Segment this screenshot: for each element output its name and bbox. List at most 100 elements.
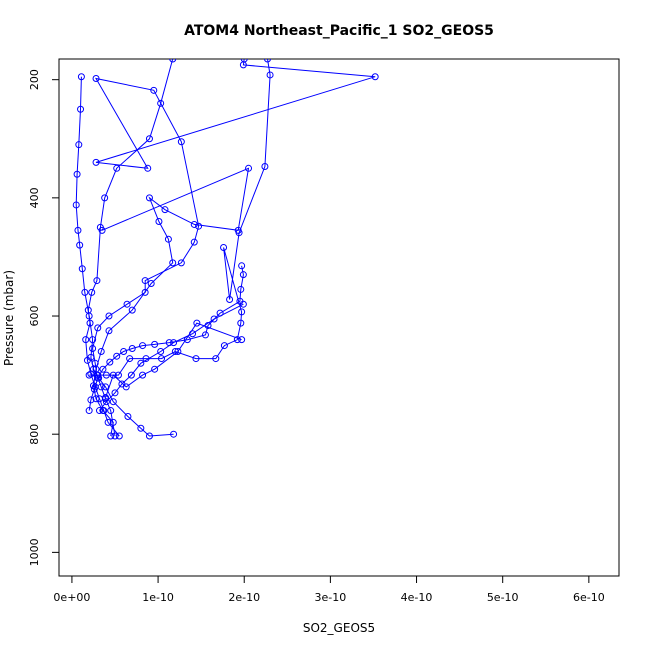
series-line <box>99 303 244 411</box>
series-line <box>85 59 174 437</box>
data-point <box>240 59 248 63</box>
data-point <box>164 235 172 243</box>
data-point <box>161 206 169 214</box>
data-point <box>139 371 147 379</box>
data-point <box>158 355 166 363</box>
x-tick-label: 2e-10 <box>228 591 260 604</box>
data-point <box>109 398 117 406</box>
data-point <box>237 319 245 327</box>
data-point <box>124 412 132 420</box>
series-layer <box>72 59 379 440</box>
data-point <box>89 336 97 344</box>
data-point <box>102 394 110 402</box>
data-point <box>141 277 149 285</box>
x-tick-label: 4e-10 <box>401 591 433 604</box>
data-point <box>76 241 84 249</box>
data-point <box>92 158 100 166</box>
data-point <box>72 201 80 209</box>
data-point <box>109 418 117 426</box>
data-point <box>74 226 82 234</box>
data-point <box>189 330 197 338</box>
data-point <box>104 418 112 426</box>
data-point <box>81 288 89 296</box>
data-point <box>105 327 113 335</box>
x-tick-label: 6e-10 <box>573 591 605 604</box>
data-point <box>92 395 100 403</box>
data-point <box>169 259 177 267</box>
data-point <box>102 371 110 379</box>
data-point <box>192 355 200 363</box>
data-point <box>113 352 121 360</box>
data-point <box>266 71 274 79</box>
data-point <box>120 347 128 355</box>
data-point <box>237 285 245 293</box>
data-point <box>170 339 178 347</box>
data-point <box>220 342 228 350</box>
data-point <box>123 300 131 308</box>
y-axis: 200 400 600 800 1000 <box>28 69 59 566</box>
data-point <box>137 424 145 432</box>
data-point <box>238 336 246 344</box>
data-point <box>151 340 159 348</box>
data-point <box>113 164 121 172</box>
data-point <box>101 194 109 202</box>
data-point <box>89 345 97 353</box>
data-point <box>73 170 81 178</box>
data-point <box>145 432 153 440</box>
data-point <box>190 238 198 246</box>
data-point <box>102 383 110 391</box>
data-point <box>115 432 123 440</box>
data-point <box>102 398 110 406</box>
data-point <box>118 380 126 388</box>
x-tick-label: 0e+00 <box>53 591 90 604</box>
data-point <box>87 396 95 404</box>
series-line <box>92 167 250 437</box>
data-point <box>109 371 117 379</box>
x-axis: 0e+00 1e-10 2e-10 3e-10 4e-10 5e-10 6e-10 <box>53 576 605 604</box>
x-tick-label: 3e-10 <box>315 591 347 604</box>
plot-frame <box>58 58 620 577</box>
data-point <box>94 324 102 332</box>
data-point <box>75 141 83 149</box>
data-point <box>128 345 136 353</box>
data-point <box>141 288 149 296</box>
y-tick-label: 200 <box>28 69 41 90</box>
data-point <box>157 99 165 107</box>
data-point <box>220 243 228 251</box>
data-point <box>151 365 159 373</box>
data-point <box>139 342 147 350</box>
data-point <box>170 430 178 438</box>
data-point <box>106 358 114 366</box>
data-point <box>92 74 100 82</box>
data-point <box>147 280 155 288</box>
data-point <box>127 371 135 379</box>
data-point <box>77 73 85 81</box>
data-point <box>94 371 102 379</box>
data-point <box>177 138 185 146</box>
series-line <box>92 59 376 437</box>
data-point <box>238 308 246 316</box>
x-axis-label: SO2_GEOS5 <box>303 621 375 635</box>
data-point <box>145 135 153 143</box>
data-point <box>88 288 96 296</box>
data-point <box>95 407 103 415</box>
data-point <box>78 265 86 273</box>
data-point <box>89 382 97 390</box>
data-point <box>137 359 145 367</box>
data-point <box>239 300 247 308</box>
data-point <box>150 86 158 94</box>
data-point <box>371 73 379 81</box>
y-axis-label: Pressure (mbar) <box>2 270 16 366</box>
data-point <box>105 312 113 320</box>
data-point <box>114 371 122 379</box>
data-point <box>177 259 185 267</box>
data-point <box>99 365 107 373</box>
data-point <box>201 331 209 339</box>
data-point <box>235 229 243 237</box>
data-point <box>239 271 247 279</box>
data-point <box>93 277 101 285</box>
y-tick-label: 800 <box>28 424 41 445</box>
data-point <box>77 105 85 113</box>
